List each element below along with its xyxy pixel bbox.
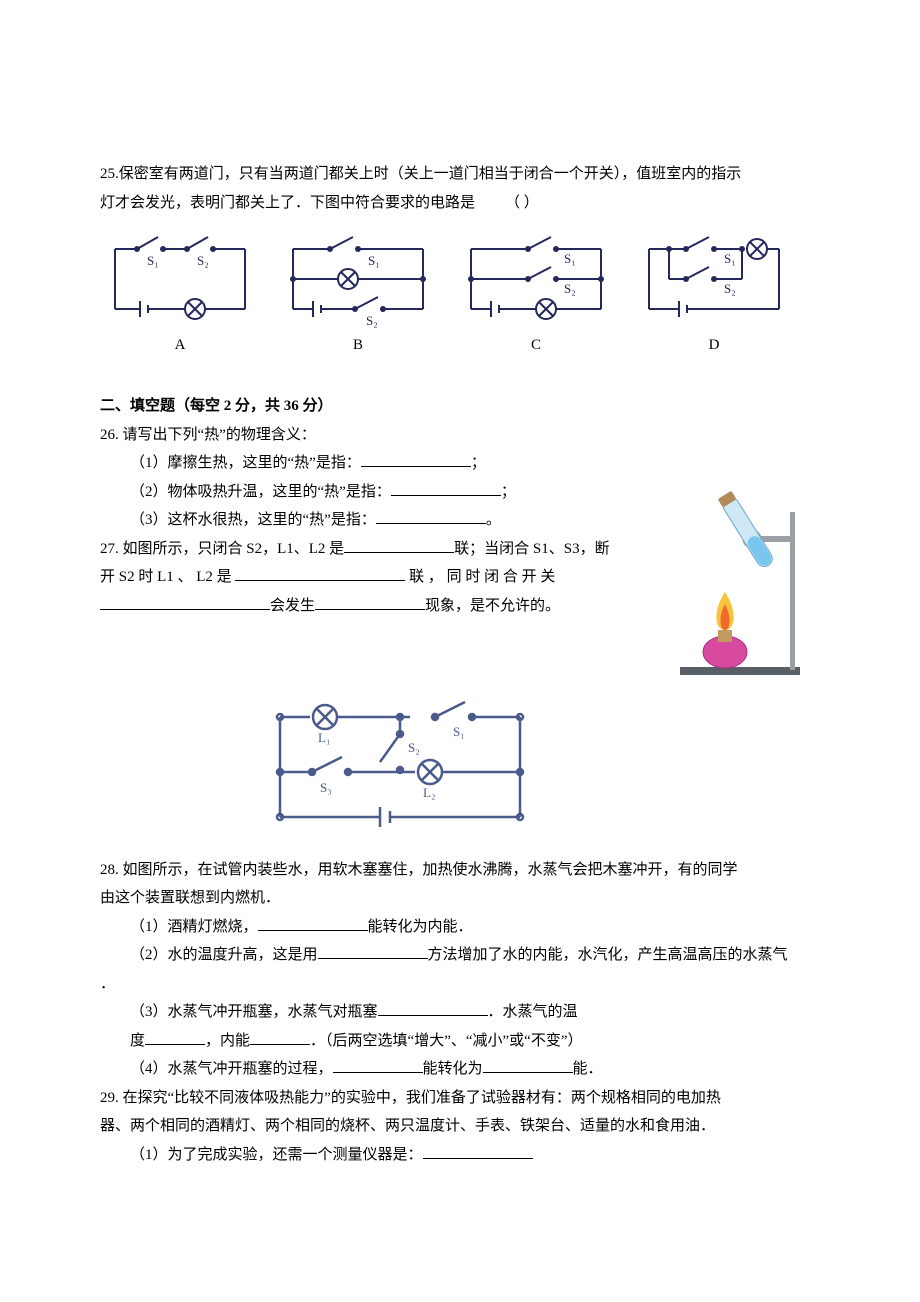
q25-number: 25. (100, 166, 119, 182)
q27-blank2 (235, 564, 405, 582)
circuit-a-label: A (175, 331, 186, 360)
q28-p3-a: （3）水蒸气冲开瓶塞，水蒸气对瓶塞 (130, 1004, 378, 1020)
q27-l1-a: 27. 如图所示，只闭合 S2，L1、L2 是 (100, 541, 344, 557)
q26-p3-b: 。 (486, 512, 501, 528)
q28-blank1 (258, 913, 368, 931)
circuit-b-label: B (353, 331, 363, 360)
q26-blank1 (361, 450, 471, 468)
q28-p2c: ． (100, 970, 820, 999)
q29-l1: 29. 在探究“比较不同液体吸热能力”的实验中，我们准备了试验器材有：两个规格相… (100, 1084, 820, 1113)
q28-p4-b: ，内能 (205, 1033, 250, 1049)
q27-l2-b: 联 ， 同 时 闭 合 开 关 (409, 569, 555, 585)
q28-p4-c: ．（后两空选填“增大”、“减小”或“不变”） (310, 1033, 582, 1049)
q29-l3-a: （1）为了完成实验，还需一个测量仪器是： (130, 1147, 423, 1163)
q28-p2: （2）水的温度升高，这是用 方法增加了水的内能，水汽化，产生高温高压的水蒸气 (100, 941, 820, 970)
q29-blank1 (423, 1141, 533, 1159)
q25-line1: 25.保密室有两道门，只有当两道门都关上时（关上一道门相当于闭合一个开关），值班… (100, 160, 820, 189)
q26-p1-a: （1）摩擦生热，这里的“热”是指： (130, 455, 361, 471)
svg-text:L₂: L₂ (423, 785, 435, 800)
q27-l1-b: 联；当闭合 S1、S3，断 (454, 541, 609, 557)
q26-p1: （1）摩擦生热，这里的“热”是指： ； (100, 449, 820, 478)
s2-label: S₂ (197, 253, 209, 268)
q26-line: 26. 请写出下列“热”的物理含义： (100, 421, 820, 450)
q28-p4-a: 度 (130, 1033, 145, 1049)
q28-p3-b: ．水蒸气的温 (488, 1004, 578, 1020)
svg-text:L₁: L₁ (318, 730, 330, 745)
q25-circuit-row: S₁ S₂ A (100, 229, 820, 360)
svg-text:S₂: S₂ (366, 313, 378, 328)
q28-p5: （4）水蒸气冲开瓶塞的过程， 能转化为 能． (100, 1055, 820, 1084)
q26-blank3 (376, 507, 486, 525)
svg-text:S₂: S₂ (564, 281, 576, 296)
q28-p5-c: 能． (573, 1061, 603, 1077)
circuit-d-label: D (709, 331, 720, 360)
q27-l3-c: 现象，是不允许的。 (425, 598, 560, 614)
q27-blank3 (100, 592, 270, 610)
q28-p5-a: （4）水蒸气冲开瓶塞的过程， (130, 1061, 333, 1077)
q28-p4: 度 ，内能 ．（后两空选填“增大”、“减小”或“不变”） (100, 1027, 820, 1056)
q25-line2: 灯才会发光，表明门都关上了．下图中符合要求的电路是 （ ） (100, 189, 820, 218)
q27-blank1 (344, 535, 454, 553)
q28-p3: （3）水蒸气冲开瓶塞，水蒸气对瓶塞 ．水蒸气的温 (100, 998, 820, 1027)
q28-blank4 (145, 1027, 205, 1045)
s1-label: S₁ (147, 253, 159, 268)
q28-intro-a: 28. 如图所示，在试管内装些水，用软木塞塞住，加热使水沸腾，水蒸气会把木塞冲开… (100, 856, 820, 885)
circuit-c: S₁ S₂ C (456, 229, 616, 360)
section2-heading: 二、填空题（每空 2 分，共 36 分） (100, 392, 820, 421)
q26-p2-a: （2）物体吸热升温，这里的“热”是指： (130, 484, 391, 500)
q28-p2-a: （2）水的温度升高，这是用 (130, 947, 318, 963)
circuit-a: S₁ S₂ A (100, 229, 260, 360)
q28-blank2 (318, 942, 428, 960)
q29-l3: （1）为了完成实验，还需一个测量仪器是： (100, 1141, 820, 1170)
q29-l2: 器、两个相同的酒精灯、两个相同的烧杯、两只温度计、手表、铁架台、适量的水和食用油… (100, 1112, 820, 1141)
svg-text:S₁: S₁ (453, 724, 465, 739)
q28-p1: （1）酒精灯燃烧， 能转化为内能． (100, 913, 820, 942)
q28-intro-b: 由这个装置联想到内燃机． (100, 884, 820, 913)
q26-blank2 (391, 478, 501, 496)
q26-p2-b: ； (501, 484, 516, 500)
q26-p3-a: （3）这杯水很热，这里的“热”是指： (130, 512, 376, 528)
q28-p1-a: （1）酒精灯燃烧， (130, 919, 258, 935)
svg-text:S₁: S₁ (724, 251, 736, 266)
circuit-c-label: C (531, 331, 541, 360)
q28-blank5 (250, 1027, 310, 1045)
q27-l3-b: 会发生 (270, 598, 315, 614)
q27-circuit-figure: L₁ L₂ S₁ S₂ S₃ (250, 692, 550, 842)
q28-blank6 (333, 1056, 423, 1074)
svg-text:S₁: S₁ (368, 253, 380, 268)
q28-blank3 (378, 999, 488, 1017)
q27-l2-a: 开 S2 时 L1 、 L2 是 (100, 569, 232, 585)
q28-blank7 (483, 1056, 573, 1074)
q28-p2-b: 方法增加了水的内能，水汽化，产生高温高压的水蒸气 (428, 947, 788, 963)
svg-text:S₁: S₁ (564, 251, 576, 266)
burner-apparatus-figure (670, 482, 820, 682)
svg-text:S₃: S₃ (320, 780, 332, 795)
q27-blank4 (315, 592, 425, 610)
circuit-d: S₁ S₂ D (634, 229, 794, 360)
svg-text:S₂: S₂ (408, 740, 420, 755)
q25-paren: （ ） (505, 195, 539, 211)
svg-text:S₂: S₂ (724, 281, 736, 296)
q28-p1-b: 能转化为内能． (368, 919, 473, 935)
q28-p5-b: 能转化为 (423, 1061, 483, 1077)
circuit-b: S₁ S₂ B (278, 229, 438, 360)
q26-p1-b: ； (471, 455, 486, 471)
q25-text-a: 保密室有两道门，只有当两道门都关上时（关上一道门相当于闭合一个开关），值班室内的… (119, 166, 742, 182)
q25-text-b: 灯才会发光，表明门都关上了．下图中符合要求的电路是 (100, 195, 475, 211)
